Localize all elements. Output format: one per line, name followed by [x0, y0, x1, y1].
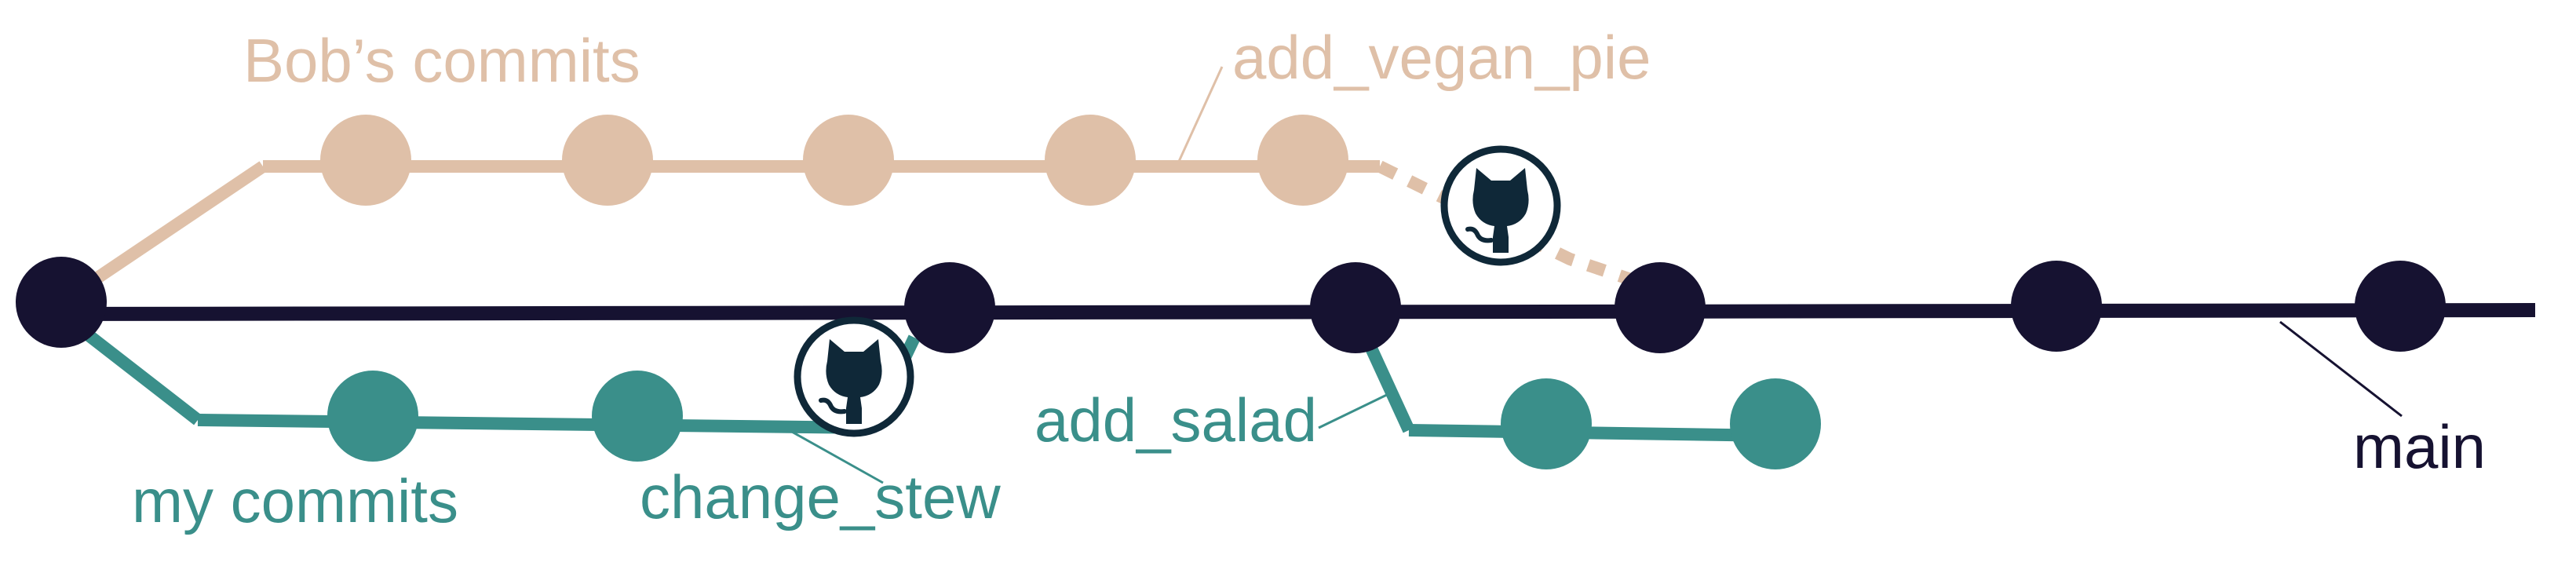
bob-commits — [320, 115, 1348, 206]
add-vegan-pie-leader — [1176, 66, 1224, 166]
add-salad-leader — [1318, 391, 1392, 429]
my-branch-line — [57, 309, 921, 434]
bob-commit-node — [320, 115, 411, 206]
main-leader — [2279, 320, 2403, 418]
bob-commit-node — [1045, 115, 1136, 206]
main-commits — [16, 257, 2446, 353]
my-commit-node — [592, 371, 683, 462]
main-commit-node — [2355, 261, 2446, 352]
my-commits — [327, 371, 1821, 469]
my-commit-node — [327, 371, 418, 462]
main-branch-line — [60, 303, 2536, 321]
my-commits-label: my commits — [132, 466, 458, 535]
bob-commit-node — [562, 115, 653, 206]
my-commit-node — [1730, 378, 1821, 469]
bob-commit-node — [1257, 115, 1348, 206]
github-octocat-icon — [794, 316, 914, 437]
change-stew-leader — [784, 426, 884, 484]
bob-branch-line — [57, 160, 1380, 308]
bob-commit-node — [803, 115, 894, 206]
main-commit-node — [2011, 261, 2102, 352]
main-commit-node — [16, 257, 107, 348]
add-vegan-pie-label: add_vegan_pie — [1232, 23, 1651, 92]
main-commit-node — [1615, 262, 1706, 353]
bob-commits-label: Bob’s commits — [243, 26, 640, 95]
main-commit-node — [1310, 262, 1401, 353]
github-octocat-icon — [1440, 145, 1561, 266]
my-commit-node — [1501, 378, 1592, 469]
add-salad-label: add_salad — [1034, 385, 1317, 455]
main-label: main — [2353, 412, 2486, 481]
main-commit-node — [904, 262, 995, 353]
change-stew-label: change_stew — [640, 462, 1001, 531]
